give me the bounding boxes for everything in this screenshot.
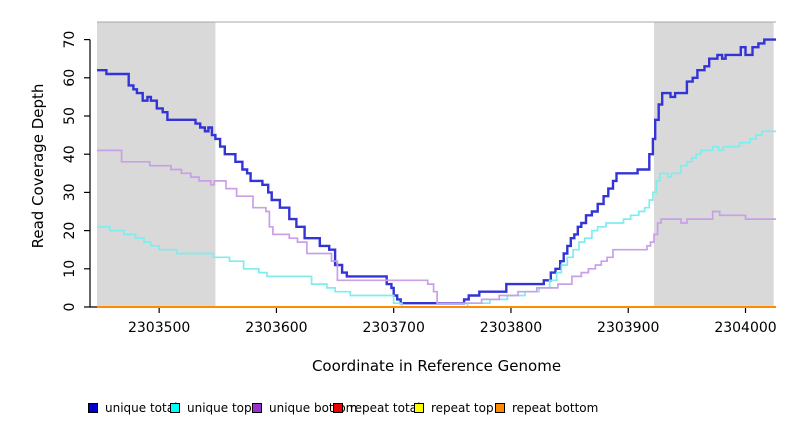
- legend-item-repeat-bottom: repeat bottom: [495, 400, 598, 416]
- legend-item-repeat-total: repeat total: [333, 400, 420, 416]
- legend-label: unique total: [105, 401, 178, 415]
- y-tick-label: 70: [62, 31, 78, 49]
- x-tick-label: 2303900: [597, 320, 659, 336]
- y-tick-label: 40: [62, 145, 78, 163]
- y-tick-label: 20: [62, 222, 78, 240]
- repeat-total-swatch-icon: [333, 403, 343, 413]
- legend-label: repeat bottom: [512, 401, 599, 415]
- series-line-unique-top: [97, 130, 776, 308]
- legend-item-unique-top: unique top: [170, 400, 252, 416]
- legend-label: repeat top: [431, 401, 494, 415]
- shaded-region-1: [654, 22, 774, 307]
- x-tick-label: 2303800: [480, 320, 542, 336]
- x-tick-label: 2303500: [128, 320, 190, 336]
- y-tick-label: 10: [62, 260, 78, 278]
- y-axis-title: Read Coverage Depth: [29, 83, 47, 249]
- shaded-region-0: [97, 22, 216, 307]
- x-axis-title: Coordinate in Reference Genome: [311, 357, 562, 375]
- x-tick-label: 2303700: [363, 320, 425, 336]
- repeat-bottom-swatch-icon: [495, 403, 505, 413]
- unique-top-swatch-icon: [170, 403, 180, 413]
- y-tick-label: 50: [62, 107, 78, 125]
- legend: unique total unique top unique bottom re…: [0, 400, 792, 420]
- series-line-unique-bottom: [97, 149, 776, 305]
- legend-label: repeat total: [350, 401, 421, 415]
- x-tick-label: 2303600: [245, 320, 307, 336]
- y-tick-label: 30: [62, 183, 78, 201]
- series-line-unique-total: [97, 38, 776, 305]
- y-tick-label: 60: [62, 69, 78, 87]
- legend-item-unique-total: unique total: [88, 400, 177, 416]
- x-tick-label: 2304000: [714, 320, 776, 336]
- legend-item-repeat-top: repeat top: [414, 400, 494, 416]
- unique-bottom-swatch-icon: [252, 403, 262, 413]
- repeat-top-swatch-icon: [414, 403, 424, 413]
- legend-label: unique top: [187, 401, 252, 415]
- y-tick-label: 0: [62, 303, 78, 312]
- unique-total-swatch-icon: [88, 403, 98, 413]
